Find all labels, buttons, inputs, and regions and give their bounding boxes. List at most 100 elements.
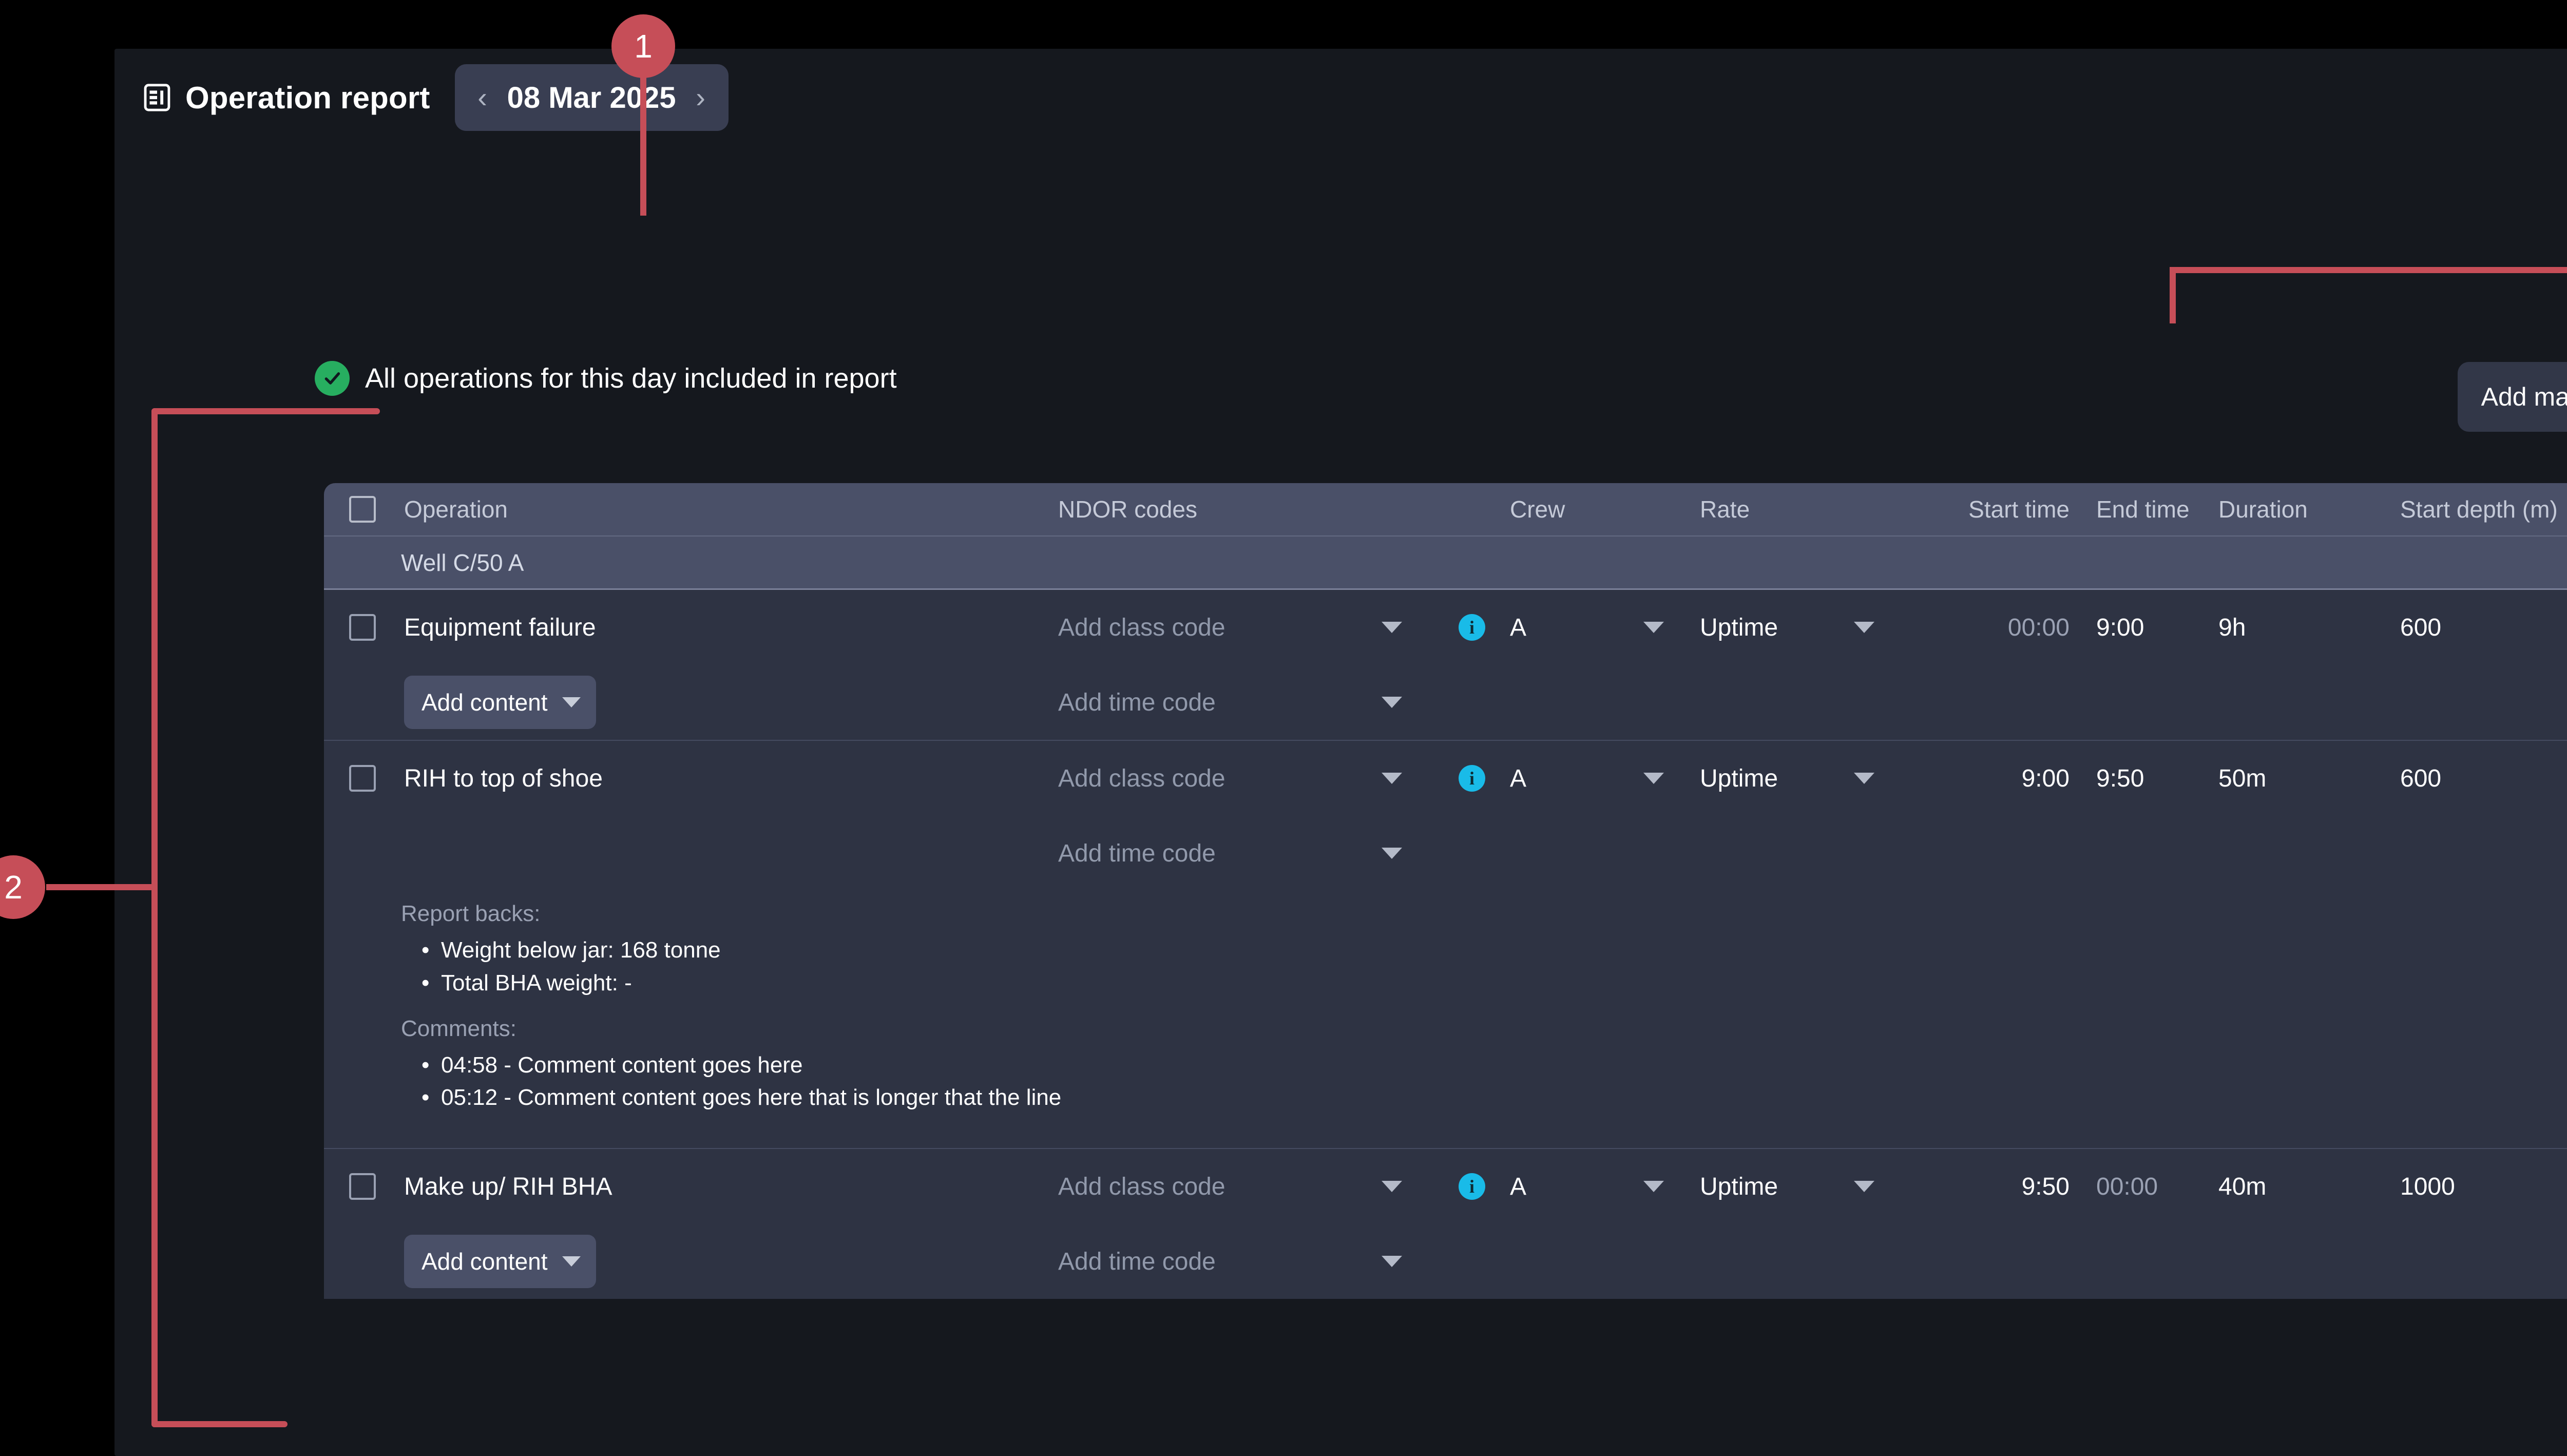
annotation-badge-1: 1 xyxy=(611,14,675,78)
column-header-ndor-codes[interactable]: NDOR codes xyxy=(1058,496,1197,523)
well-group-row: Well C/50 A xyxy=(324,537,2567,590)
column-header-duration[interactable]: Duration xyxy=(2218,496,2308,523)
current-date-label: 08 Mar 2025 xyxy=(507,81,676,114)
row-checkbox[interactable] xyxy=(349,614,376,641)
annotation-bracket-3-left xyxy=(2170,267,2176,323)
list-item: Weight below jar: 168 tonne xyxy=(422,934,2567,967)
list-item: 04:58 - Comment content goes here xyxy=(422,1049,2567,1082)
add-content-button[interactable]: Add content xyxy=(404,676,596,729)
row-checkbox[interactable] xyxy=(349,765,376,792)
crew-value: A xyxy=(1510,764,1527,792)
duration-value: 50m xyxy=(2218,764,2267,792)
row-checkbox[interactable] xyxy=(349,1173,376,1200)
operation-name: RIH to top of shoe xyxy=(404,764,603,792)
start-time-value[interactable]: 9:00 xyxy=(2021,764,2070,792)
end-time-value[interactable]: 00:00 xyxy=(2096,1173,2158,1200)
list-item: 05:12 - Comment content goes here that i… xyxy=(422,1081,2567,1114)
info-icon[interactable]: i xyxy=(1459,1173,1485,1200)
report-status: All operations for this day included in … xyxy=(315,361,897,396)
report-actions: Add manual entry Add report split Round … xyxy=(2457,362,2567,432)
chevron-down-icon[interactable] xyxy=(1382,697,1402,708)
chevron-down-icon[interactable] xyxy=(1854,622,1874,633)
start-depth-value[interactable]: 600 xyxy=(2400,764,2442,792)
list-item: Total BHA weight: - xyxy=(422,967,2567,1000)
start-time-value[interactable]: 00:00 xyxy=(2007,614,2070,641)
chevron-down-icon[interactable] xyxy=(1643,773,1664,784)
report-backs-title: Report backs: xyxy=(401,901,541,926)
chevron-down-icon[interactable] xyxy=(1854,1181,1874,1193)
check-circle-icon xyxy=(315,361,350,396)
rate-value: Uptime xyxy=(1700,614,1778,641)
crew-value: A xyxy=(1510,614,1527,641)
info-icon[interactable]: i xyxy=(1459,614,1485,641)
page-title: Operation report xyxy=(185,80,430,115)
chevron-down-icon xyxy=(562,1256,581,1267)
column-header-start-time[interactable]: Start time xyxy=(1968,496,2070,523)
next-day-icon[interactable]: › xyxy=(696,81,705,113)
start-time-value[interactable]: 9:50 xyxy=(2021,1173,2070,1200)
prev-day-icon[interactable]: ‹ xyxy=(477,81,487,113)
rate-value: Uptime xyxy=(1700,1173,1778,1200)
column-header-rate[interactable]: Rate xyxy=(1700,496,1750,523)
column-header-start-depth[interactable]: Start depth (m) xyxy=(2400,496,2558,523)
time-code-placeholder[interactable]: Add time code xyxy=(1058,1248,1216,1275)
info-icon[interactable]: i xyxy=(1459,765,1485,792)
report-icon xyxy=(141,82,173,113)
chevron-down-icon[interactable] xyxy=(1643,1181,1664,1193)
duration-value: 40m xyxy=(2218,1173,2267,1200)
column-header-operation[interactable]: Operation xyxy=(404,496,508,523)
chevron-down-icon[interactable] xyxy=(1643,622,1664,633)
annotation-badge-2: 2 xyxy=(0,855,45,919)
class-code-placeholder[interactable]: Add class code xyxy=(1058,1173,1225,1200)
row-notes: Report backs: Weight below jar: 168 tonn… xyxy=(324,891,2567,1148)
comments-title: Comments: xyxy=(401,1016,516,1041)
annotation-bracket-2-top xyxy=(151,408,380,414)
operation-name: Equipment failure xyxy=(404,614,596,641)
duration-value: 9h xyxy=(2218,614,2246,641)
end-time-value[interactable]: 9:00 xyxy=(2096,614,2144,641)
chevron-down-icon xyxy=(562,697,581,707)
class-code-placeholder[interactable]: Add class code xyxy=(1058,764,1225,792)
class-code-placeholder[interactable]: Add class code xyxy=(1058,614,1225,641)
add-manual-entry-button[interactable]: Add manual entry xyxy=(2457,362,2567,432)
report-header: Operation report ‹ 08 Mar 2025 › xyxy=(114,49,2567,146)
annotation-bracket-2-bottom xyxy=(151,1421,288,1427)
select-all-checkbox[interactable] xyxy=(349,496,376,523)
chevron-down-icon[interactable] xyxy=(1854,773,1874,784)
end-time-value[interactable]: 9:50 xyxy=(2096,764,2144,792)
date-navigator[interactable]: ‹ 08 Mar 2025 › xyxy=(454,64,729,131)
annotation-leader-2 xyxy=(46,884,157,890)
chevron-down-icon[interactable] xyxy=(1382,622,1402,633)
table-row: Make up/ RIH BHA Add class code i A Upti… xyxy=(324,1149,2567,1299)
chevron-down-icon[interactable] xyxy=(1382,1181,1402,1193)
annotation-leader-1 xyxy=(640,46,646,216)
annotation-bracket-2-vertical xyxy=(151,408,158,1427)
table-row: RIH to top of shoe Add class code i A Up… xyxy=(324,741,2567,1150)
comments-group: Comments: 04:58 - Comment content goes h… xyxy=(401,1016,2567,1115)
time-code-placeholder[interactable]: Add time code xyxy=(1058,688,1216,716)
add-content-button[interactable]: Add content xyxy=(404,1235,596,1289)
add-content-label: Add content xyxy=(422,689,548,716)
operation-report-window: Operation report ‹ 08 Mar 2025 › All ope… xyxy=(114,49,2567,1456)
crew-value: A xyxy=(1510,1173,1527,1200)
start-depth-value[interactable]: 1000 xyxy=(2400,1173,2455,1200)
table-header-row: Operation NDOR codes Crew Rate Start tim… xyxy=(324,483,2567,537)
time-code-placeholder[interactable]: Add time code xyxy=(1058,839,1216,867)
well-group-label: Well C/50 A xyxy=(401,549,524,576)
chevron-down-icon[interactable] xyxy=(1382,848,1402,859)
chevron-down-icon[interactable] xyxy=(1382,773,1402,784)
annotation-bracket-3-top xyxy=(2170,267,2567,273)
start-depth-value[interactable]: 600 xyxy=(2400,614,2442,641)
chevron-down-icon[interactable] xyxy=(1382,1256,1402,1268)
column-header-crew[interactable]: Crew xyxy=(1510,496,1565,523)
table-row: Equipment failure Add class code i A Upt… xyxy=(324,590,2567,741)
operations-table: Operation NDOR codes Crew Rate Start tim… xyxy=(324,483,2567,1299)
add-content-label: Add content xyxy=(422,1248,548,1275)
rate-value: Uptime xyxy=(1700,764,1778,792)
report-backs-group: Report backs: Weight below jar: 168 tonn… xyxy=(401,901,2567,1000)
status-text: All operations for this day included in … xyxy=(365,363,897,394)
operation-name: Make up/ RIH BHA xyxy=(404,1173,612,1200)
column-header-end-time[interactable]: End time xyxy=(2096,496,2190,523)
